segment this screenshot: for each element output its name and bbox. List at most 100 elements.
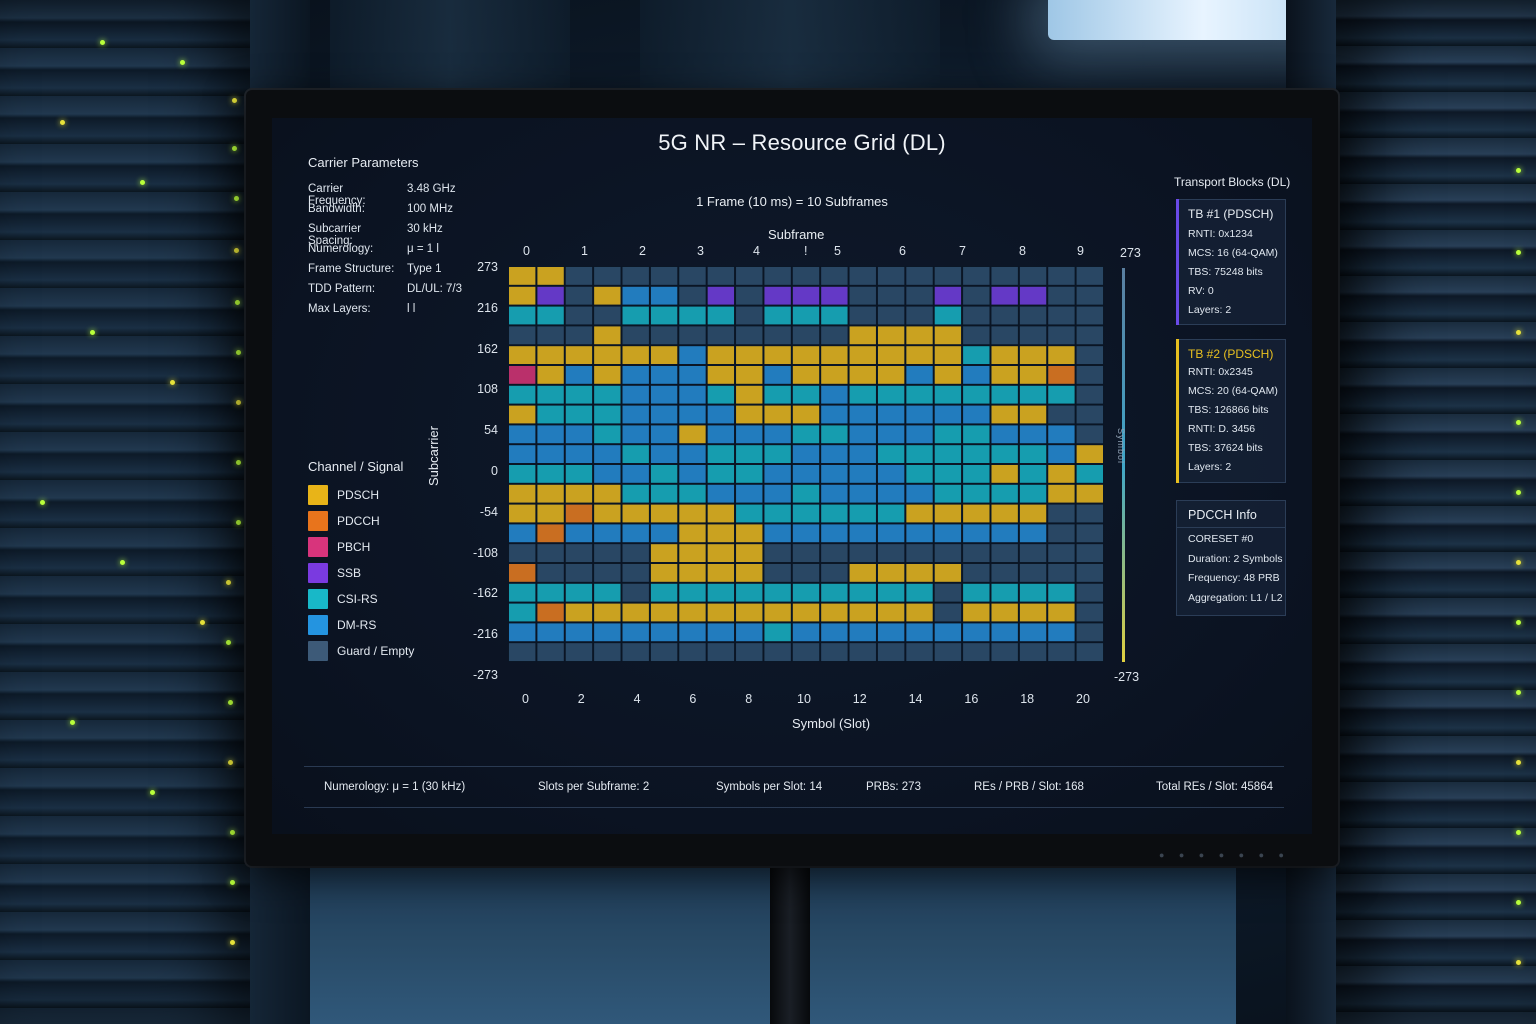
resource-element-cell[interactable] <box>706 622 736 643</box>
resource-element-cell[interactable] <box>735 563 764 583</box>
resource-element-cell[interactable] <box>564 285 594 306</box>
resource-element-cell[interactable] <box>848 285 877 306</box>
resource-element-cell[interactable] <box>593 503 622 524</box>
resource-element-cell[interactable] <box>962 285 991 306</box>
resource-element-cell[interactable] <box>791 642 821 662</box>
resource-element-cell[interactable] <box>1018 563 1048 583</box>
resource-element-cell[interactable] <box>990 404 1019 425</box>
resource-element-cell[interactable] <box>1075 602 1104 623</box>
resource-element-cell[interactable] <box>706 582 736 603</box>
resource-element-cell[interactable] <box>735 365 764 385</box>
resource-element-cell[interactable] <box>593 404 622 425</box>
resource-element-cell[interactable] <box>621 384 650 405</box>
resource-element-cell[interactable] <box>706 444 736 464</box>
resource-element-cell[interactable] <box>905 464 934 484</box>
resource-element-cell[interactable] <box>621 503 650 524</box>
resource-element-cell[interactable] <box>564 345 594 365</box>
resource-element-cell[interactable] <box>1075 543 1104 564</box>
resource-element-cell[interactable] <box>706 404 736 425</box>
resource-element-cell[interactable] <box>564 305 594 326</box>
resource-element-cell[interactable] <box>536 285 565 306</box>
resource-element-cell[interactable] <box>1075 622 1104 643</box>
resource-element-cell[interactable] <box>820 404 849 425</box>
resource-element-cell[interactable] <box>564 464 594 484</box>
resource-element-cell[interactable] <box>820 582 849 603</box>
tb1-card[interactable]: TB #1 (PDSCH) RNTI: 0x1234 MCS: 16 (64-QA… <box>1176 199 1286 325</box>
resource-element-cell[interactable] <box>593 602 622 623</box>
resource-element-cell[interactable] <box>933 602 963 623</box>
resource-element-cell[interactable] <box>876 503 906 524</box>
resource-element-cell[interactable] <box>706 424 736 445</box>
resource-grid[interactable] <box>508 266 1104 662</box>
resource-element-cell[interactable] <box>508 563 537 583</box>
resource-element-cell[interactable] <box>990 444 1019 464</box>
resource-element-cell[interactable] <box>876 305 906 326</box>
resource-element-cell[interactable] <box>536 642 565 662</box>
resource-element-cell[interactable] <box>1018 266 1048 286</box>
resource-element-cell[interactable] <box>649 384 679 405</box>
resource-element-cell[interactable] <box>1018 582 1048 603</box>
resource-element-cell[interactable] <box>621 642 650 662</box>
resource-element-cell[interactable] <box>649 325 679 346</box>
resource-element-cell[interactable] <box>735 543 764 564</box>
resource-element-cell[interactable] <box>876 345 906 365</box>
monitor-buttons[interactable]: ● ● ● ● ● ● ● <box>1158 850 1290 860</box>
resource-element-cell[interactable] <box>820 523 849 544</box>
resource-element-cell[interactable] <box>820 483 849 504</box>
resource-element-cell[interactable] <box>564 266 594 286</box>
resource-element-cell[interactable] <box>933 503 963 524</box>
resource-element-cell[interactable] <box>990 325 1019 346</box>
resource-element-cell[interactable] <box>1018 464 1048 484</box>
resource-element-cell[interactable] <box>791 543 821 564</box>
resource-element-cell[interactable] <box>990 642 1019 662</box>
resource-element-cell[interactable] <box>649 345 679 365</box>
resource-element-cell[interactable] <box>593 325 622 346</box>
resource-element-cell[interactable] <box>848 365 877 385</box>
resource-element-cell[interactable] <box>593 483 622 504</box>
resource-element-cell[interactable] <box>706 464 736 484</box>
resource-element-cell[interactable] <box>962 622 991 643</box>
tb2-card[interactable]: TB #2 (PDSCH) RNTI: 0x2345 MCS: 20 (64-QA… <box>1176 339 1286 483</box>
resource-element-cell[interactable] <box>848 622 877 643</box>
resource-element-cell[interactable] <box>990 602 1019 623</box>
resource-element-cell[interactable] <box>564 622 594 643</box>
resource-element-cell[interactable] <box>735 305 764 326</box>
resource-element-cell[interactable] <box>1018 424 1048 445</box>
resource-element-cell[interactable] <box>820 365 849 385</box>
resource-element-cell[interactable] <box>933 563 963 583</box>
resource-element-cell[interactable] <box>621 444 650 464</box>
resource-element-cell[interactable] <box>649 444 679 464</box>
resource-element-cell[interactable] <box>791 582 821 603</box>
resource-element-cell[interactable] <box>706 345 736 365</box>
resource-element-cell[interactable] <box>649 424 679 445</box>
resource-element-cell[interactable] <box>678 622 707 643</box>
resource-element-cell[interactable] <box>593 543 622 564</box>
resource-element-cell[interactable] <box>820 285 849 306</box>
resource-element-cell[interactable] <box>706 384 736 405</box>
resource-element-cell[interactable] <box>621 622 650 643</box>
resource-element-cell[interactable] <box>1047 622 1076 643</box>
resource-element-cell[interactable] <box>763 365 792 385</box>
resource-element-cell[interactable] <box>1075 365 1104 385</box>
resource-element-cell[interactable] <box>820 305 849 326</box>
resource-element-cell[interactable] <box>1047 365 1076 385</box>
resource-element-cell[interactable] <box>536 582 565 603</box>
resource-element-cell[interactable] <box>763 622 792 643</box>
resource-element-cell[interactable] <box>1075 503 1104 524</box>
resource-element-cell[interactable] <box>621 285 650 306</box>
resource-element-cell[interactable] <box>933 642 963 662</box>
resource-element-cell[interactable] <box>649 464 679 484</box>
resource-element-cell[interactable] <box>763 523 792 544</box>
resource-element-cell[interactable] <box>706 642 736 662</box>
resource-element-cell[interactable] <box>1047 325 1076 346</box>
resource-element-cell[interactable] <box>876 543 906 564</box>
resource-element-cell[interactable] <box>649 543 679 564</box>
resource-element-cell[interactable] <box>508 325 537 346</box>
resource-element-cell[interactable] <box>1047 404 1076 425</box>
resource-element-cell[interactable] <box>1018 404 1048 425</box>
resource-element-cell[interactable] <box>508 424 537 445</box>
resource-element-cell[interactable] <box>1047 503 1076 524</box>
resource-element-cell[interactable] <box>876 424 906 445</box>
resource-element-cell[interactable] <box>564 444 594 464</box>
resource-element-cell[interactable] <box>1018 325 1048 346</box>
